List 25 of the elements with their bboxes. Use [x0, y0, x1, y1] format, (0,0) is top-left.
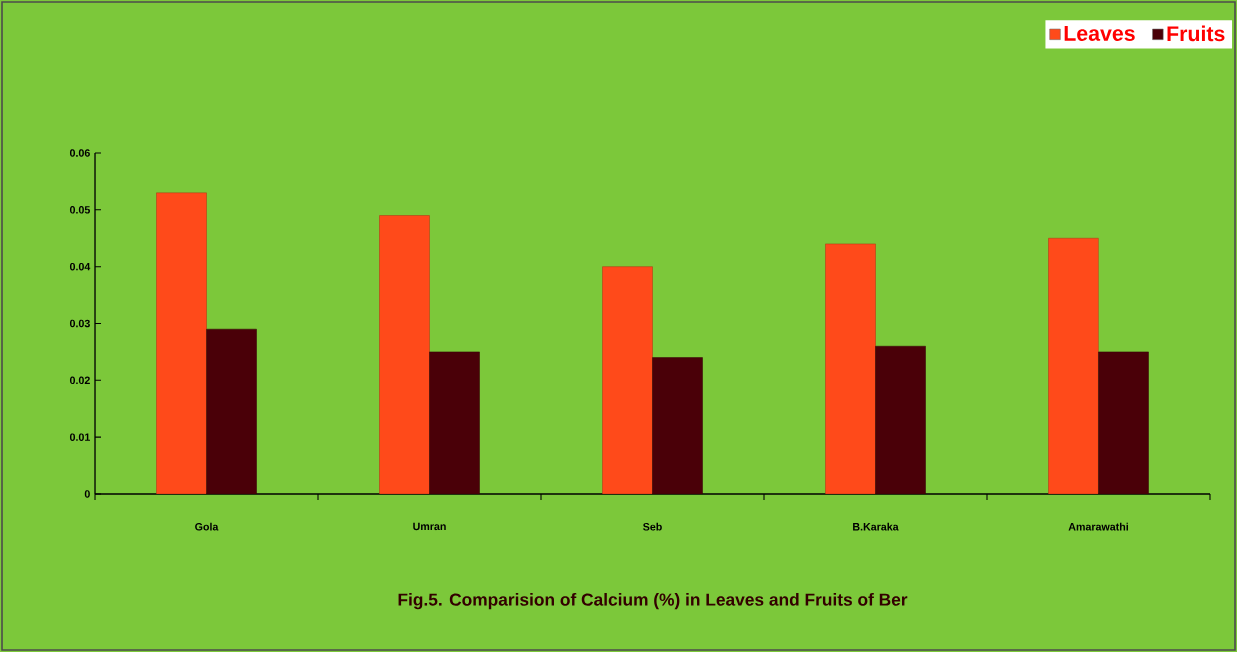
bar [652, 357, 703, 494]
y-tick-label: 0.02 [69, 376, 90, 385]
y-tick-label: 0.03 [69, 319, 90, 328]
x-tick-label: Gola [195, 522, 219, 531]
bar [206, 328, 257, 494]
y-tick-label: 0.01 [69, 433, 90, 441]
x-tick-label: Amarawathi [1068, 522, 1128, 531]
bar [379, 215, 430, 494]
x-tick-label: B.Karaka [853, 522, 899, 531]
y-tick-label: 0.04 [69, 262, 91, 271]
bar [825, 243, 876, 494]
y-tick-label: 0.05 [69, 206, 90, 214]
y-tick-label: 0 [84, 490, 90, 498]
bar [1048, 237, 1099, 494]
bar [602, 266, 653, 494]
y-tick-label: 0.06 [69, 149, 90, 157]
bar [875, 345, 926, 494]
text: Fig.5. Comparision of Calcium (%) in Leaves and Fruits of Ber [398, 592, 908, 610]
x-tick-label: Seb [643, 522, 662, 531]
legend-label: Leaves [1064, 26, 1135, 41]
legend-label: Fruits [1167, 25, 1225, 42]
bar [1098, 351, 1149, 494]
x-tick-label: Umran [413, 522, 446, 531]
bar [156, 192, 207, 494]
bar [429, 351, 480, 494]
